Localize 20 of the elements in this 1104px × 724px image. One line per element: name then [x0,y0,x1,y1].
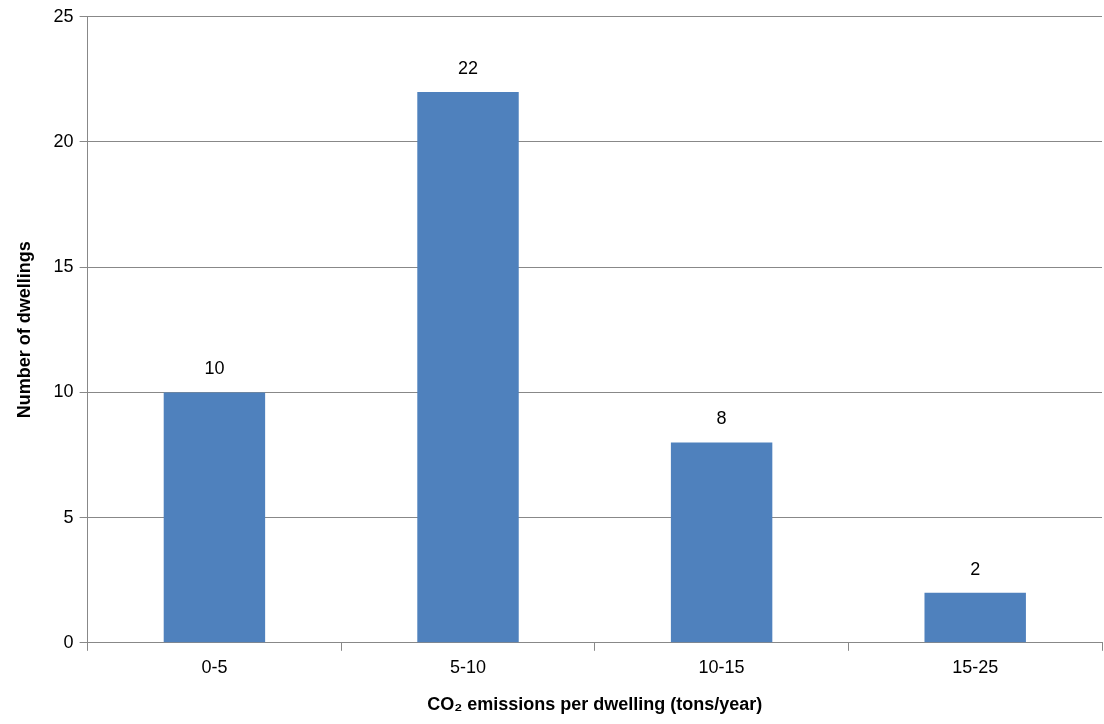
y-tick-label: 15 [53,256,74,277]
x-tick-label: 0-5 [201,656,228,677]
x-tick-label: 15-25 [952,656,999,677]
bar [670,442,773,643]
bar [163,392,266,643]
y-tick-label: 25 [53,5,74,26]
y-tick-label: 10 [53,381,74,402]
data-label: 2 [970,558,981,579]
x-tick-label: 5-10 [450,656,487,677]
data-label: 8 [716,408,727,429]
y-tick-label: 5 [63,506,74,527]
x-axis-title: CO₂ emissions per dwelling (tons/year) [427,694,763,715]
bar [417,91,519,643]
y-axis-title: Number of dwellings [13,241,34,419]
data-label: 22 [458,57,479,78]
y-tick-label: 0 [63,631,74,652]
x-tick-label: 10-15 [698,656,745,677]
y-tick-label: 20 [53,130,74,151]
data-label: 10 [204,358,225,379]
bar [924,592,1026,643]
